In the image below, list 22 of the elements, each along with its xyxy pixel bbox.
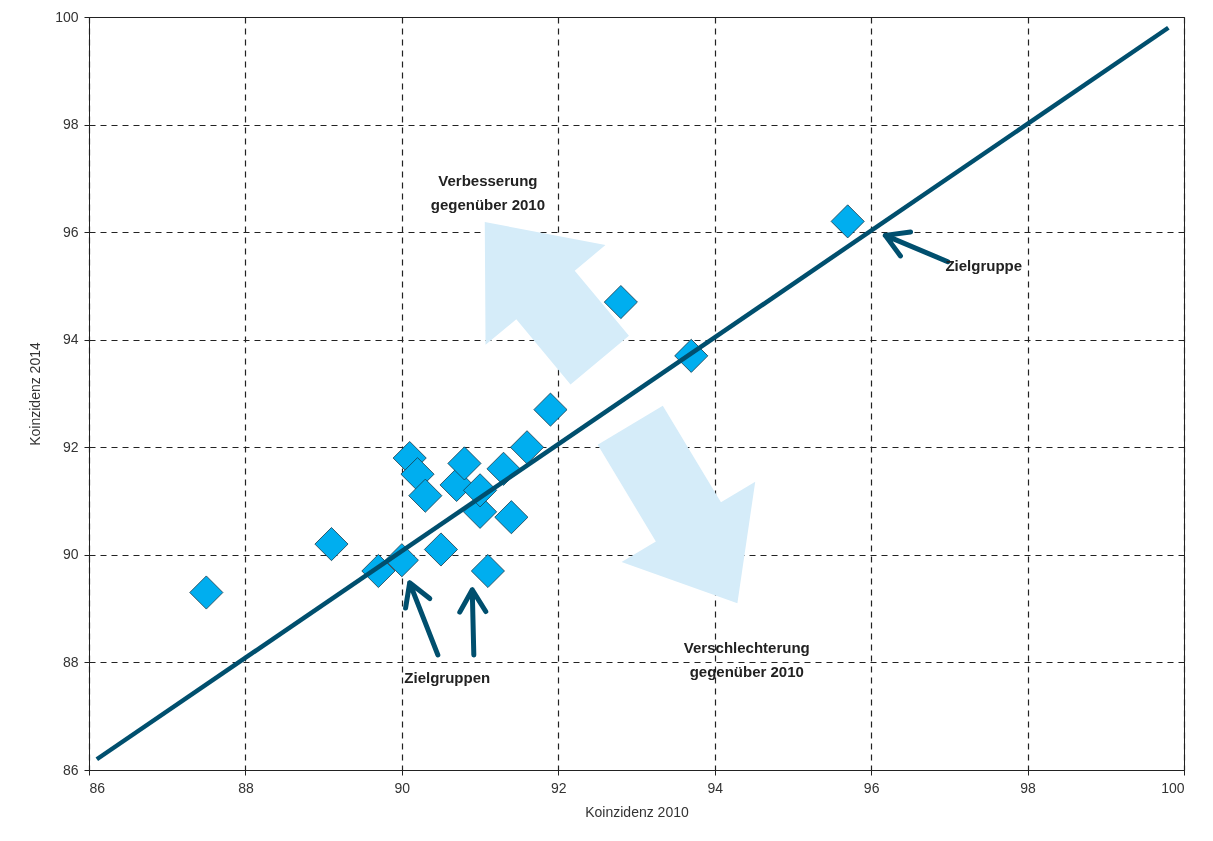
annotation: Zielgruppen: [404, 669, 491, 687]
y-tick-label: 94: [62, 331, 79, 348]
annotation: Verbesserung gegenüber 2010: [430, 172, 545, 214]
y-axis-title: Koinzidenz 2014: [27, 342, 44, 446]
x-tick-label: 90: [394, 779, 411, 796]
y-tick-label: 86: [62, 761, 79, 778]
y-tick-label: 88: [62, 653, 79, 670]
x-tick-label: 96: [863, 779, 880, 796]
y-tick-label: 96: [62, 223, 79, 240]
x-tick-label: 94: [707, 779, 724, 796]
y-tick-label: 92: [62, 438, 79, 455]
x-tick-label: 98: [1020, 779, 1037, 796]
x-tick-label: 86: [89, 779, 106, 796]
x-tick-label: 92: [551, 779, 567, 796]
y-tick-label: 100: [55, 8, 79, 25]
annotation: Verschlechterung gegenüber 2010: [683, 639, 810, 681]
x-axis-title: Koinzidenz 2010: [585, 803, 689, 820]
annotation: Zielgruppe: [945, 257, 1023, 275]
y-tick-label: 98: [62, 116, 79, 133]
y-tick-label: 90: [62, 546, 79, 563]
x-tick-label: 100: [1161, 779, 1185, 796]
x-tick-label: 88: [238, 779, 254, 796]
